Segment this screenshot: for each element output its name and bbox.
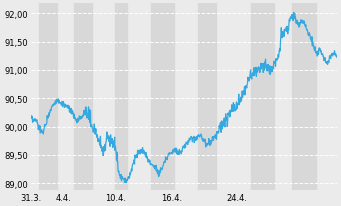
Bar — [74, 4, 92, 190]
Bar — [251, 4, 275, 190]
Bar — [116, 4, 127, 190]
Bar — [39, 4, 57, 190]
Bar — [198, 4, 216, 190]
Bar — [292, 4, 316, 190]
Bar — [151, 4, 174, 190]
